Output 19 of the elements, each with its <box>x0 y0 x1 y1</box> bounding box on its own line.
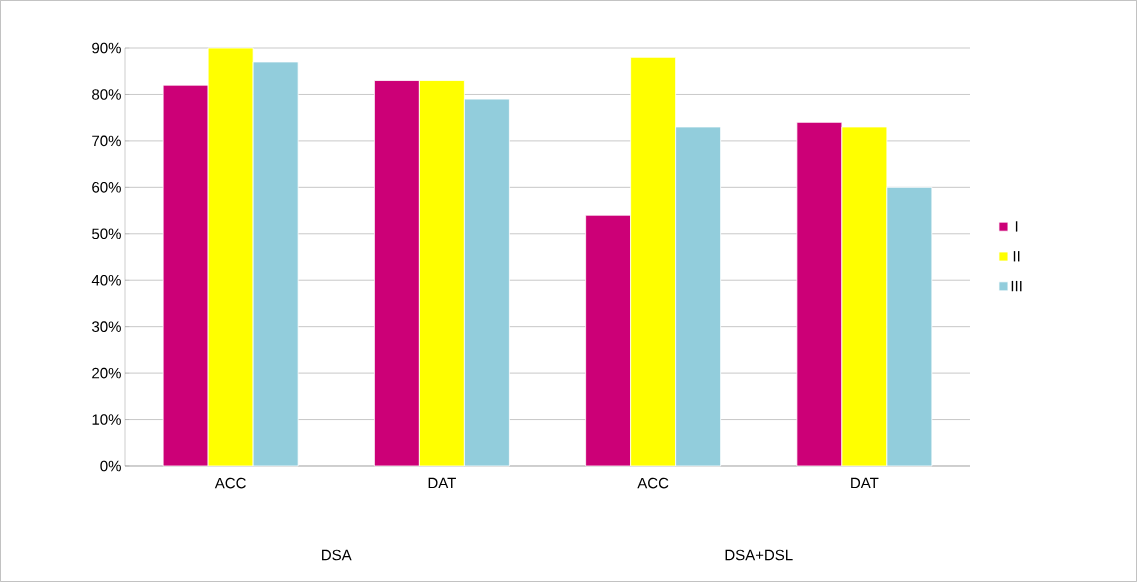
y-tick-label: 70% <box>92 135 121 147</box>
y-tick-label: 0% <box>100 460 121 472</box>
y-tick-label: 50% <box>92 228 121 240</box>
y-tick-label: 30% <box>92 321 121 332</box>
y-tick-label: 80% <box>92 89 121 100</box>
y-tick-label: 60% <box>92 182 121 193</box>
x-tick-label: DAT <box>428 477 456 489</box>
legend-label: II <box>1013 251 1020 262</box>
y-tick-label: 10% <box>92 414 121 425</box>
x-tick-label: ACC <box>637 477 669 489</box>
legend-label: I <box>1015 221 1018 232</box>
y-tick-label: 40% <box>91 274 121 286</box>
text: DSA+DSL <box>725 549 793 561</box>
y-tick-label: 90% <box>92 42 121 54</box>
x-tick-label: DAT <box>851 477 879 489</box>
y-tick-label: 20% <box>92 367 121 379</box>
text: DSA <box>322 549 352 561</box>
x-tick-label: ACC <box>214 477 246 489</box>
legend-label: III <box>1011 280 1022 292</box>
